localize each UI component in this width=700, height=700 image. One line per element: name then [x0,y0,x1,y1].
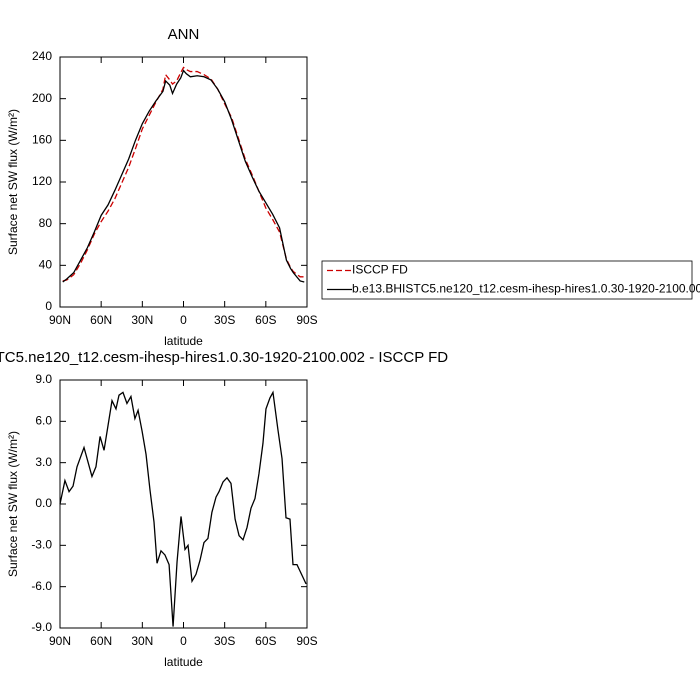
x-tick-label: 60N [90,634,112,648]
y-tick-label: -9.0 [31,620,52,634]
y-tick-label: -3.0 [31,538,52,552]
x-tick-label: 0 [180,313,187,327]
x-tick-label: 0 [180,634,187,648]
x-tick-label: 90N [49,313,71,327]
y-axis-label: Surface net SW flux (W/m²) [6,431,20,577]
x-tick-label: 90S [296,634,317,648]
y-tick-label: 6.0 [35,414,52,428]
x-axis-label: latitude [164,655,203,669]
y-tick-label: 240 [32,49,52,63]
y-tick-label: 80 [39,216,53,230]
y-axis-label: Surface net SW flux (W/m²) [6,109,20,255]
legend-box [321,260,693,300]
legend-label: ISCCP FD [352,263,408,277]
x-tick-label: 90S [296,313,317,327]
chart-title: b.e13.BHISTC5.ne120_t12.cesm-ihesp-hires… [0,349,448,366]
y-tick-label: 3.0 [35,455,52,469]
x-tick-label: 30N [131,634,153,648]
plot-frame [59,379,308,629]
series-line [62,66,305,282]
x-tick-label: 60N [90,313,112,327]
y-tick-label: -6.0 [31,579,52,593]
x-tick-label: 30S [214,313,235,327]
x-tick-label: 90N [49,634,71,648]
series-line [62,69,305,283]
y-tick-label: 0.0 [35,496,52,510]
y-tick-label: 120 [32,174,52,188]
x-tick-label: 60S [255,634,276,648]
x-tick-label: 30S [214,634,235,648]
x-axis-label: latitude [164,334,203,348]
y-tick-label: 40 [39,258,53,272]
y-tick-label: 160 [32,133,52,147]
chart-title: ANN [168,26,200,43]
y-tick-label: 0 [45,299,52,313]
x-tick-label: 30N [131,313,153,327]
x-tick-label: 60S [255,313,276,327]
series-line [59,390,307,627]
plot-frame [59,56,308,308]
y-tick-label: 9.0 [35,372,52,386]
y-tick-label: 200 [32,91,52,105]
legend-label: b.e13.BHISTC5.ne120_t12.cesm-ihesp-hires… [352,282,700,296]
